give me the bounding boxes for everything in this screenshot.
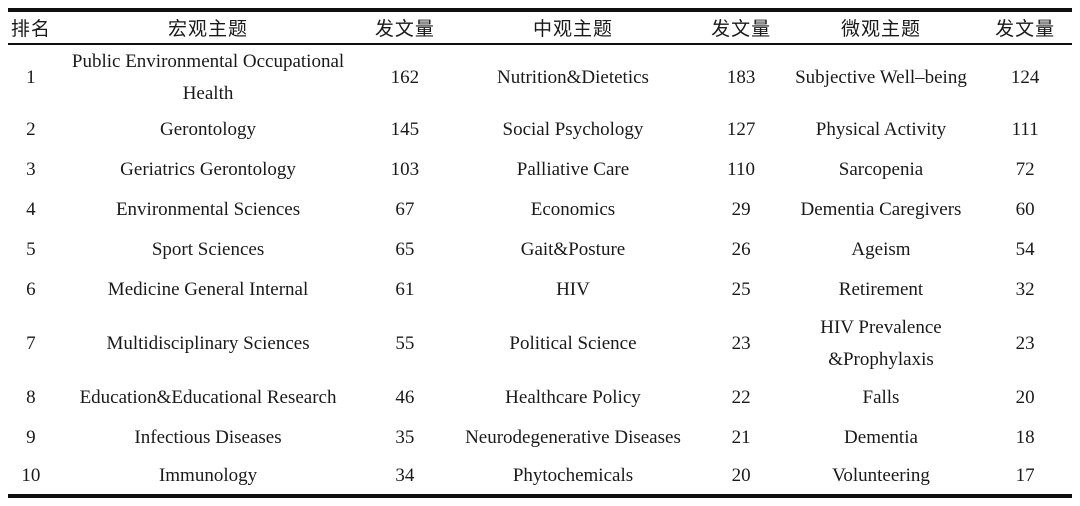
micro-count-cell: 32 [1015, 279, 1035, 301]
meso-count-cell: 29 [731, 199, 751, 221]
micro-count-cell: 18 [1015, 427, 1035, 449]
meso-topic-cell: Neurodegenerative Diseases [465, 427, 681, 449]
macro-count-cell: 61 [395, 279, 415, 301]
micro-topic-cell: Physical Activity [815, 119, 947, 141]
meso-topic-cell: Political Science [509, 333, 637, 355]
rank-cell: 7 [26, 333, 36, 355]
rank-cell: 1 [26, 66, 36, 88]
table-row: 5 Sport Sciences 65 Gait&Posture 26 Ageism 54 [8, 230, 1072, 270]
meso-count-cell: 22 [731, 387, 751, 409]
meso-count-cell: 20 [731, 465, 751, 487]
meso-topic-cell: HIV [556, 279, 590, 301]
macro-count-cell: 103 [390, 159, 420, 181]
meso-count-cell: 25 [731, 279, 751, 301]
macro-topic-cell: Medicine General Internal [107, 279, 309, 301]
macro-topic-cell: Multidisciplinary Sciences [106, 333, 310, 355]
macro-topic-cell: Sport Sciences [151, 239, 265, 261]
meso-topic-cell: Phytochemicals [512, 465, 634, 487]
header-count-1: 发文量 [362, 10, 448, 45]
table-row: 10 Immunology 34 Phytochemicals 20 Volunteeri… [8, 458, 1072, 496]
rank-cell: 6 [26, 279, 36, 301]
rank-cell: 10 [21, 465, 41, 487]
table-row: 4 Environmental Sciences 67 Economics 29 Deme… [8, 190, 1072, 230]
meso-topic-cell: Nutrition&Dietetics [496, 66, 649, 88]
table-row: 7 Multidisciplinary Sciences 55 Political S… [8, 310, 1072, 378]
macro-topic-cell: Environmental Sciences [115, 199, 301, 221]
meso-count-cell: 127 [726, 119, 756, 141]
micro-topic-cell: Sarcopenia [838, 159, 924, 181]
header-row: 排名 宏观主题 发文量 中观主题 发文量 微观主题 发文量 [8, 10, 1072, 45]
table-row: 9 Infectious Diseases 35 Neurodegenerative … [8, 418, 1072, 458]
macro-topic-cell: Infectious Diseases [134, 427, 282, 449]
table-row: 2 Gerontology 145 Social Psychology 127 Physi… [8, 110, 1072, 150]
meso-count-cell: 183 [726, 66, 756, 88]
meso-count-cell: 23 [731, 333, 751, 355]
meso-topic-cell: Economics [530, 199, 616, 221]
micro-count-cell: 20 [1015, 387, 1035, 409]
macro-count-cell: 35 [395, 427, 415, 449]
micro-count-cell: 17 [1015, 465, 1035, 487]
macro-count-cell: 65 [395, 239, 415, 261]
header-meso-topic: 中观主题 [447, 10, 699, 45]
micro-topic-cell: Falls [862, 387, 900, 409]
macro-count-cell: 67 [395, 199, 415, 221]
micro-topic-cell: HIV Prevalence &Prophylaxis [820, 317, 942, 370]
table-body: 1 Public Environmental Occupational Healt… [8, 44, 1072, 496]
micro-topic-cell: Subjective Well–being [795, 66, 967, 88]
micro-count-cell: 23 [1015, 333, 1035, 355]
macro-topic-cell: Gerontology [160, 119, 257, 141]
table-row: 6 Medicine General Internal 61 HIV 25 Retirem… [8, 270, 1072, 310]
micro-topic-cell: Volunteering [832, 465, 930, 487]
micro-topic-cell: Retirement [838, 279, 924, 301]
header-micro-topic: 微观主题 [783, 10, 979, 45]
macro-count-cell: 55 [395, 333, 415, 355]
header-rank: 排名 [8, 10, 54, 45]
meso-topic-cell: Social Psychology [502, 119, 644, 141]
rank-cell: 4 [26, 199, 36, 221]
micro-count-cell: 111 [1011, 119, 1039, 141]
table-row: 1 Public Environmental Occupational Healt… [8, 44, 1072, 110]
micro-count-cell: 60 [1015, 199, 1035, 221]
meso-count-cell: 110 [727, 159, 755, 181]
macro-count-cell: 46 [395, 387, 415, 409]
macro-topic-cell: Immunology [158, 465, 258, 487]
macro-topic-cell: Geriatrics Gerontology [120, 159, 296, 181]
macro-count-cell: 34 [395, 465, 415, 487]
meso-count-cell: 21 [731, 427, 751, 449]
rank-cell: 5 [26, 239, 36, 261]
micro-count-cell: 54 [1015, 239, 1035, 261]
macro-count-cell: 162 [390, 66, 420, 88]
rank-cell: 3 [26, 159, 36, 181]
table-row: 8 Education&Educational Research 46 Healthc… [8, 378, 1072, 418]
micro-topic-cell: Ageism [851, 239, 911, 261]
macro-topic-cell: Education&Educational Research [79, 387, 337, 409]
micro-topic-cell: Dementia Caregivers [800, 199, 962, 221]
meso-count-cell: 26 [731, 239, 751, 261]
header-count-3: 发文量 [978, 10, 1072, 45]
topic-ranking-table: 排名 宏观主题 发文量 中观主题 发文量 微观主题 发文量 1 Public En… [8, 8, 1072, 498]
header-count-2: 发文量 [698, 10, 784, 45]
micro-count-cell: 72 [1015, 159, 1035, 181]
rank-cell: 2 [26, 119, 36, 141]
macro-count-cell: 145 [390, 119, 420, 141]
macro-topic-cell: Public Environmental Occupational Health [71, 50, 345, 104]
rank-cell: 9 [26, 427, 36, 449]
micro-count-cell: 124 [1010, 66, 1040, 88]
table-row: 3 Geriatrics Gerontology 103 Palliative Car… [8, 150, 1072, 190]
micro-topic-cell: Dementia [844, 427, 918, 449]
meso-topic-cell: Palliative Care [516, 159, 630, 181]
meso-topic-cell: Gait&Posture [520, 239, 626, 261]
meso-topic-cell: Healthcare Policy [505, 387, 641, 409]
header-macro-topic: 宏观主题 [53, 10, 363, 45]
rank-cell: 8 [26, 387, 36, 409]
